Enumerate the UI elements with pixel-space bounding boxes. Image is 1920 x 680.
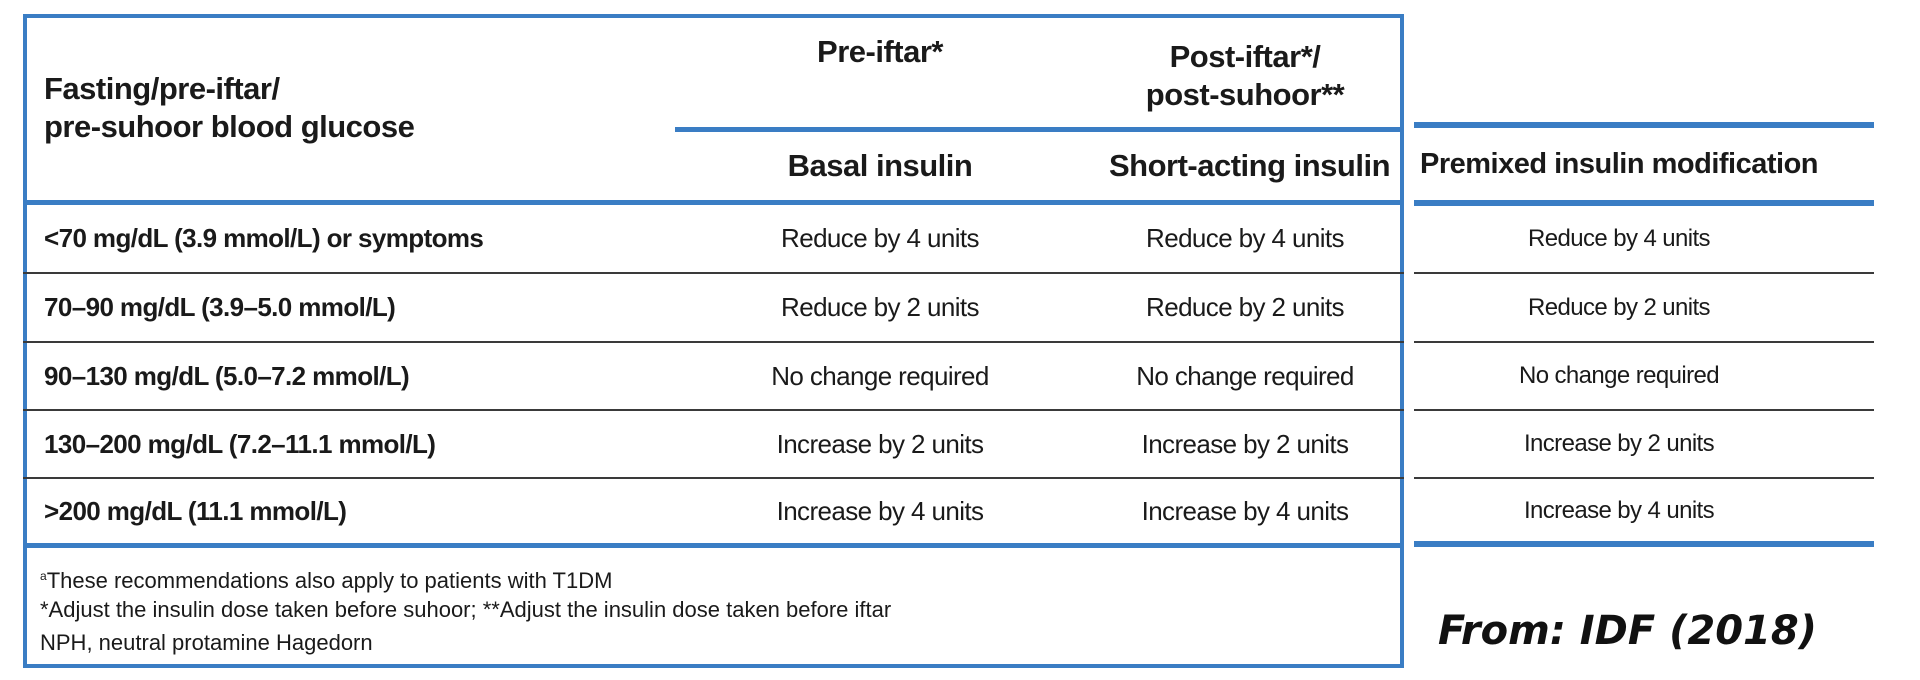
glucose-range-label: 70–90 mg/dL (3.9–5.0 mmol/L): [44, 292, 396, 322]
short-acting-adjustment: Increase by 4 units: [1141, 495, 1349, 526]
footnote-t1dm: aThese recommendations also apply to pat…: [40, 560, 612, 597]
row-divider: [23, 409, 1404, 411]
short-acting-adjustment: No change required: [1136, 360, 1354, 391]
premixed-row-divider: [1414, 341, 1874, 343]
table-body-bottom-divider: [23, 543, 1404, 548]
basal-adjustment: Increase by 4 units: [776, 495, 984, 526]
premixed-header-divider: [1414, 200, 1874, 206]
subheader-basal-insulin: Basal insulin: [787, 148, 973, 183]
footnote-marker: a: [40, 569, 47, 583]
group-header-pre-iftar: Pre-iftar*: [817, 34, 943, 69]
premixed-bottom-divider: [1414, 541, 1874, 547]
premixed-adjustment: Reduce by 2 units: [1528, 293, 1711, 321]
row-divider: [23, 477, 1404, 479]
premixed-adjustment: Increase by 2 units: [1523, 430, 1715, 457]
premixed-top-divider: [1414, 122, 1874, 128]
short-acting-adjustment: Reduce by 4 units: [1146, 223, 1345, 253]
group-header-post-iftar: Post-iftar*/ post-suhoor**: [1145, 39, 1345, 112]
short-acting-adjustment: Increase by 2 units: [1141, 428, 1349, 459]
premixed-row-divider: [1414, 477, 1874, 479]
premixed-row-divider: [1414, 272, 1874, 274]
basal-adjustment: Increase by 2 units: [776, 428, 984, 459]
row-header-label: Fasting/pre-iftar/ pre-suhoor blood gluc…: [44, 71, 415, 144]
footnote-dose-timing: *Adjust the insulin dose taken before su…: [40, 597, 892, 622]
premixed-adjustment: No change required: [1518, 362, 1720, 389]
premixed-header: Premixed insulin modification: [1419, 148, 1819, 180]
basal-adjustment: Reduce by 2 units: [781, 292, 980, 322]
row-divider: [23, 341, 1404, 343]
footnote-text: These recommendations also apply to pati…: [46, 568, 613, 593]
glucose-range-label: 90–130 mg/dL (5.0–7.2 mmol/L): [44, 360, 410, 391]
short-acting-adjustment: Reduce by 2 units: [1146, 292, 1345, 322]
glucose-range-label: 130–200 mg/dL (7.2–11.1 mmol/L): [44, 428, 436, 459]
premixed-row-divider: [1414, 409, 1874, 411]
subheader-short-acting-insulin: Short-acting insulin: [1108, 148, 1391, 183]
premixed-adjustment: Increase by 4 units: [1523, 497, 1715, 524]
basal-adjustment: No change required: [771, 360, 989, 391]
group-header-divider: [675, 127, 1404, 132]
basal-adjustment: Reduce by 4 units: [781, 223, 980, 253]
footnote-nph: NPH, neutral protamine Hagedorn: [40, 630, 373, 655]
glucose-range-label: <70 mg/dL (3.9 mmol/L) or symptoms: [44, 223, 484, 253]
glucose-range-label: >200 mg/dL (11.1 mmol/L): [44, 495, 347, 526]
source-credit: From: IDF (2018): [1438, 608, 1817, 654]
header-bottom-divider: [23, 200, 1404, 205]
row-divider: [23, 272, 1404, 274]
premixed-adjustment: Reduce by 4 units: [1528, 224, 1711, 252]
